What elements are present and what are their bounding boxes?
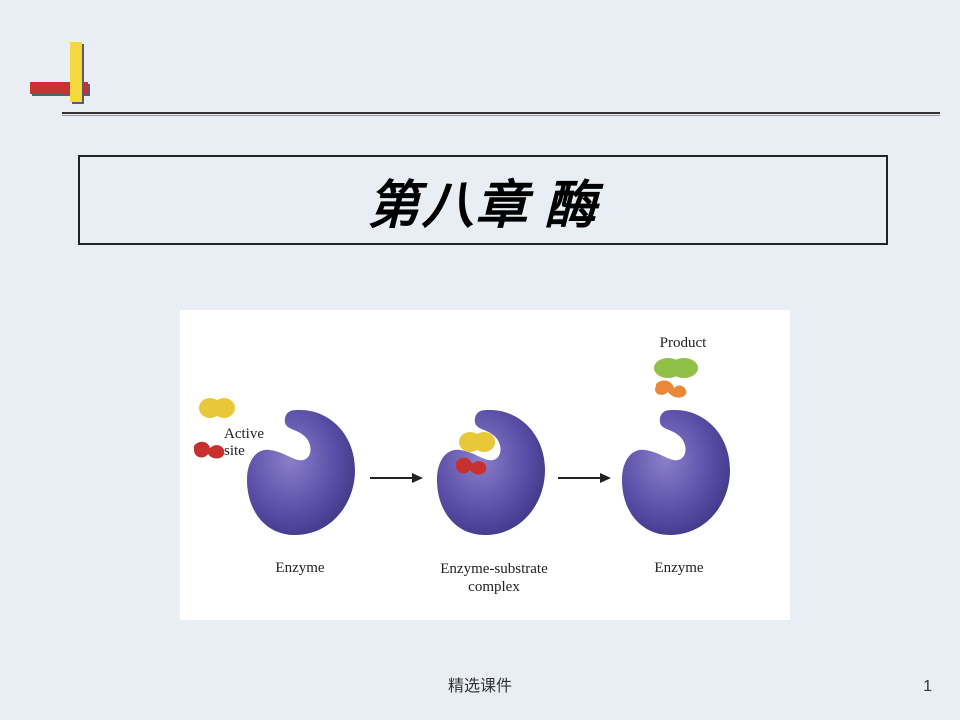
- enzyme-diagram: Active site Product Enzyme Enzyme-substr…: [180, 310, 790, 620]
- label-enzyme-substrate: Enzyme-substrate complex: [429, 560, 559, 596]
- label-enzyme-1: Enzyme: [260, 560, 340, 577]
- product-green: [652, 356, 700, 380]
- header-divider: [62, 112, 940, 116]
- enzyme-shape-1: [235, 400, 365, 540]
- substrate-yellow-bound: [458, 430, 496, 454]
- page-number: 1: [923, 678, 932, 696]
- footer-text: 精选课件: [0, 672, 960, 696]
- enzyme-shape-3: [610, 400, 740, 540]
- substrate-red-1: [190, 438, 228, 462]
- logo-vertical-bar: [70, 42, 84, 104]
- label-active-site: Active site: [224, 426, 284, 459]
- arrow-2: [556, 468, 611, 488]
- enzyme-shape-2: [425, 400, 555, 540]
- label-product: Product: [648, 335, 718, 352]
- substrate-yellow-1: [198, 396, 236, 420]
- slide-logo: [30, 42, 110, 122]
- product-orange: [650, 378, 690, 400]
- substrate-red-bound: [452, 454, 490, 478]
- label-enzyme-3: Enzyme: [639, 560, 719, 577]
- title-container: 第八章 酶: [78, 155, 888, 245]
- arrow-1: [368, 468, 423, 488]
- chapter-title: 第八章 酶: [367, 163, 598, 238]
